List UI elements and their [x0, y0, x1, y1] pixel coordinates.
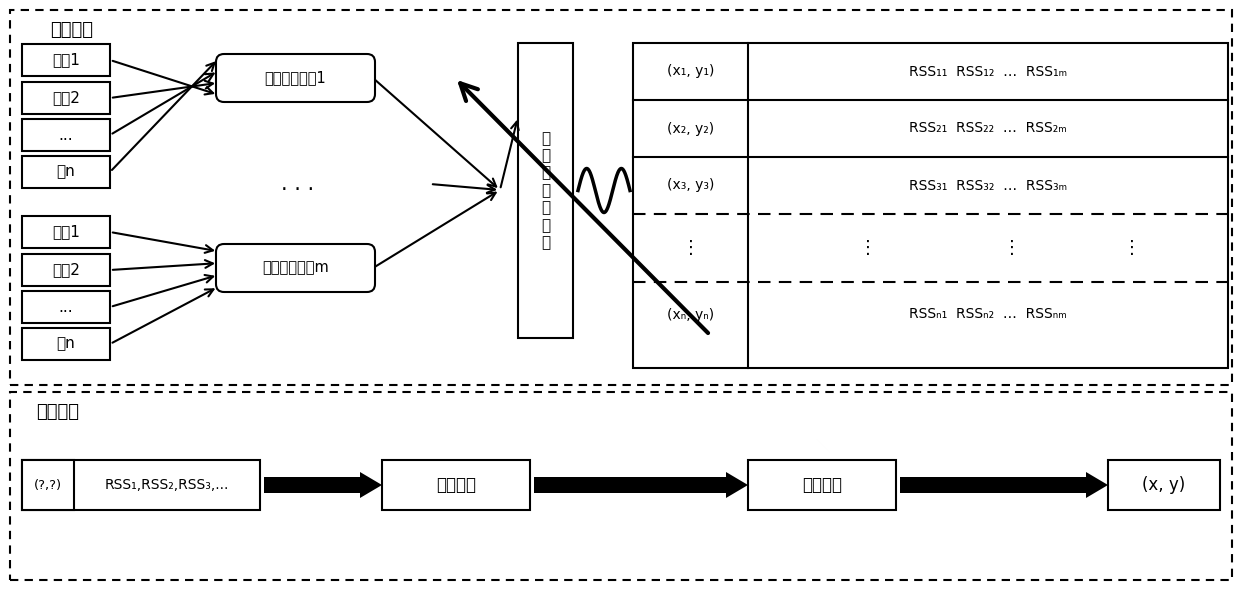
Text: (?,?): (?,?): [33, 478, 62, 491]
Bar: [22, 460, 260, 510]
FancyBboxPatch shape: [216, 244, 374, 292]
Text: (x, y): (x, y): [1142, 476, 1185, 494]
Text: 位置2: 位置2: [52, 90, 79, 106]
Text: ⋮: ⋮: [1003, 239, 1021, 257]
Text: 低n: 低n: [57, 336, 76, 352]
Text: RSSₙ₁  RSSₙ₂  …  RSSₙₘ: RSSₙ₁ RSSₙ₂ … RSSₙₘ: [909, 307, 1066, 322]
Bar: [22, 291, 110, 323]
Bar: [534, 477, 725, 493]
Bar: [22, 328, 110, 360]
Bar: [22, 254, 110, 286]
Text: (xₙ, yₙ): (xₙ, yₙ): [667, 307, 714, 322]
Bar: [900, 477, 1086, 493]
Text: ⋮: ⋮: [682, 239, 699, 257]
Bar: [22, 156, 110, 188]
Bar: [22, 460, 74, 510]
Bar: [518, 43, 573, 338]
Bar: [22, 44, 110, 76]
Text: ⋮: ⋮: [1123, 239, 1141, 257]
Text: . . .: . . .: [281, 174, 315, 194]
FancyBboxPatch shape: [216, 54, 374, 102]
Polygon shape: [725, 472, 748, 498]
Text: RSS₃₁  RSS₃₂  …  RSS₃ₘ: RSS₃₁ RSS₃₂ … RSS₃ₘ: [909, 179, 1068, 192]
Text: (x₁, y₁): (x₁, y₁): [667, 64, 714, 78]
Bar: [22, 119, 110, 151]
Text: 位
置
指
纹
数
据
库: 位 置 指 纹 数 据 库: [541, 131, 551, 250]
Text: 位置2: 位置2: [52, 263, 79, 277]
Text: 滤波跟踪: 滤波跟踪: [802, 476, 842, 494]
Text: ...: ...: [58, 127, 73, 143]
Text: RSS₁,RSS₂,RSS₃,...: RSS₁,RSS₂,RSS₃,...: [105, 478, 229, 492]
Bar: [748, 460, 897, 510]
Bar: [22, 216, 110, 248]
Bar: [22, 82, 110, 114]
Bar: [10, 392, 1233, 580]
Text: (x₃, y₃): (x₃, y₃): [667, 179, 714, 192]
Text: ...: ...: [58, 300, 73, 314]
Bar: [264, 477, 360, 493]
Polygon shape: [360, 472, 382, 498]
Text: 在线阶段: 在线阶段: [36, 403, 79, 421]
Text: 特征匹配: 特征匹配: [436, 476, 476, 494]
Bar: [10, 10, 1233, 385]
Text: ⋮: ⋮: [859, 239, 877, 257]
Text: 离线阶段: 离线阶段: [51, 21, 93, 39]
Text: RSS₂₁  RSS₂₂  …  RSS₂ₘ: RSS₂₁ RSS₂₂ … RSS₂ₘ: [909, 122, 1066, 136]
Text: 信号接收基站m: 信号接收基站m: [262, 261, 329, 276]
Bar: [632, 43, 1228, 368]
Text: 位置1: 位置1: [52, 53, 79, 67]
Text: (x₂, y₂): (x₂, y₂): [667, 122, 714, 136]
Bar: [1109, 460, 1220, 510]
Bar: [382, 460, 529, 510]
Text: 位置1: 位置1: [52, 225, 79, 240]
Text: 信号接收基站1: 信号接收基站1: [264, 70, 326, 86]
Polygon shape: [1086, 472, 1109, 498]
Text: RSS₁₁  RSS₁₂  …  RSS₁ₘ: RSS₁₁ RSS₁₂ … RSS₁ₘ: [909, 64, 1068, 78]
Text: 低n: 低n: [57, 165, 76, 179]
